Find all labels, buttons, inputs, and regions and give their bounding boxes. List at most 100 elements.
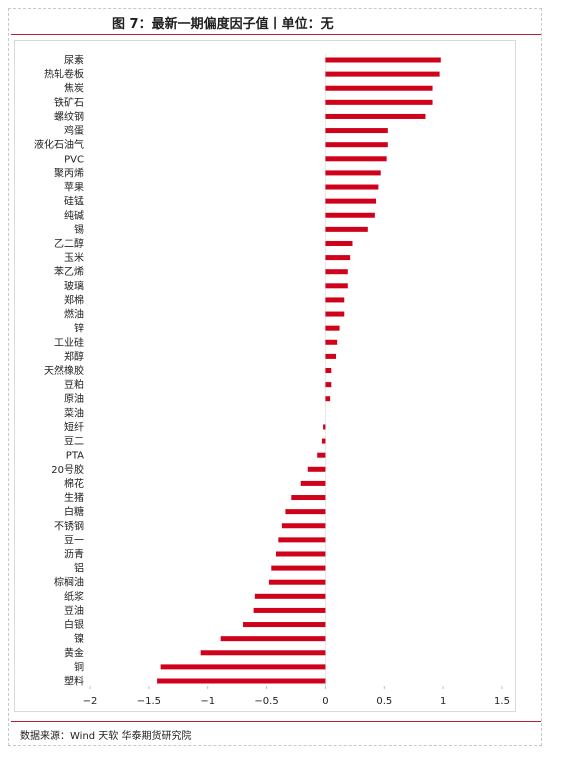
bar bbox=[285, 509, 326, 515]
category-label: 豆一 bbox=[64, 534, 84, 546]
x-tick-label: 0 bbox=[322, 696, 328, 707]
bar bbox=[325, 99, 433, 105]
bar bbox=[325, 113, 426, 119]
category-label: 热轧卷板 bbox=[44, 68, 84, 81]
bar bbox=[160, 664, 326, 670]
category-label: 焦炭 bbox=[64, 82, 84, 95]
bar bbox=[325, 382, 332, 388]
bar bbox=[253, 607, 326, 613]
bar bbox=[278, 537, 326, 543]
x-tick-label: −0.5 bbox=[254, 696, 278, 707]
bar bbox=[323, 424, 326, 430]
category-label: 短纤 bbox=[64, 420, 84, 433]
bar bbox=[200, 650, 326, 656]
title-rule bbox=[11, 34, 541, 35]
x-tick-label: −2 bbox=[83, 696, 98, 707]
bar bbox=[325, 297, 345, 303]
bar bbox=[325, 353, 337, 359]
figure-frame bbox=[8, 8, 542, 746]
figure-title: 图 7：最新一期偏度因子值丨单位：无 bbox=[112, 17, 334, 32]
category-label: 苹果 bbox=[64, 181, 84, 194]
bar bbox=[291, 495, 326, 501]
x-tick-label: −1 bbox=[200, 696, 215, 707]
category-label: 铜 bbox=[74, 661, 84, 673]
bar bbox=[275, 551, 326, 557]
x-tick-label: 1.5 bbox=[494, 696, 510, 707]
category-label: 锡 bbox=[74, 223, 84, 236]
category-label: 聚丙烯 bbox=[54, 166, 84, 179]
bar bbox=[325, 212, 375, 218]
bar bbox=[325, 170, 381, 176]
bar bbox=[243, 622, 326, 628]
category-label: 棉花 bbox=[64, 477, 84, 490]
category-label: 乙二醇 bbox=[54, 237, 84, 250]
category-label: 锌 bbox=[74, 322, 84, 335]
bar bbox=[220, 636, 326, 642]
category-label: 塑料 bbox=[64, 675, 84, 688]
bar bbox=[325, 368, 332, 373]
category-label: 白糖 bbox=[64, 505, 84, 518]
bar bbox=[325, 142, 388, 148]
plot-area bbox=[14, 40, 516, 712]
category-label: 玻璃 bbox=[64, 279, 84, 292]
category-label: 尿素 bbox=[64, 54, 84, 67]
bar bbox=[325, 71, 440, 77]
bar bbox=[317, 452, 326, 458]
bar bbox=[157, 678, 326, 684]
bar bbox=[300, 480, 326, 486]
category-label: 白银 bbox=[64, 618, 84, 631]
x-tick-label: 0.5 bbox=[376, 696, 392, 707]
category-label: 纯碱 bbox=[64, 209, 84, 222]
category-label: 螺纹钢 bbox=[54, 110, 84, 123]
category-label: 硅锰 bbox=[64, 195, 84, 208]
category-label: 铁矿石 bbox=[54, 96, 84, 109]
source-rule bbox=[11, 721, 541, 722]
category-label: 棕榈油 bbox=[54, 576, 84, 589]
bar bbox=[325, 198, 377, 204]
category-label: PTA bbox=[66, 451, 84, 462]
bar bbox=[325, 240, 353, 246]
bar bbox=[325, 269, 348, 275]
bar bbox=[325, 156, 387, 162]
category-label: 原油 bbox=[64, 392, 84, 405]
bar bbox=[268, 579, 326, 585]
category-label: 豆粕 bbox=[64, 378, 84, 391]
category-label: 生猪 bbox=[64, 491, 84, 504]
category-label: 鸡蛋 bbox=[64, 124, 84, 137]
x-tick-label: −1.5 bbox=[137, 696, 161, 707]
category-label: 玉米 bbox=[64, 251, 84, 264]
bar bbox=[281, 523, 326, 529]
bar bbox=[271, 565, 326, 571]
category-label: 黄金 bbox=[64, 646, 84, 659]
x-tick-label: 1 bbox=[440, 696, 446, 707]
category-label: PVC bbox=[64, 154, 84, 165]
bar bbox=[325, 325, 340, 331]
category-label: 郑醇 bbox=[64, 350, 84, 363]
bar bbox=[325, 339, 338, 345]
bar bbox=[325, 57, 441, 63]
category-label: 豆油 bbox=[64, 604, 84, 617]
category-label: 液化石油气 bbox=[34, 138, 84, 151]
bar bbox=[325, 396, 331, 402]
category-label: 郑棉 bbox=[64, 293, 84, 306]
bar bbox=[325, 311, 345, 317]
category-label: 铝 bbox=[74, 563, 84, 575]
category-label: 豆二 bbox=[64, 436, 84, 448]
category-label: 菜油 bbox=[64, 406, 84, 419]
category-label: 苯乙烯 bbox=[54, 265, 84, 278]
category-label: 纸浆 bbox=[64, 590, 84, 603]
category-label: 20号胶 bbox=[51, 463, 84, 476]
bar bbox=[325, 128, 388, 134]
bar bbox=[325, 255, 351, 261]
bar bbox=[325, 226, 368, 232]
bar bbox=[254, 593, 326, 599]
category-label: 沥青 bbox=[64, 547, 84, 560]
category-label: 天然橡胶 bbox=[44, 364, 84, 377]
category-label: 工业硅 bbox=[54, 336, 84, 349]
bar bbox=[325, 85, 433, 91]
source-note: 数据来源：Wind 天软 华泰期货研究院 bbox=[20, 731, 192, 742]
category-label: 镍 bbox=[74, 632, 84, 645]
bar bbox=[325, 283, 348, 289]
bar bbox=[325, 184, 379, 190]
